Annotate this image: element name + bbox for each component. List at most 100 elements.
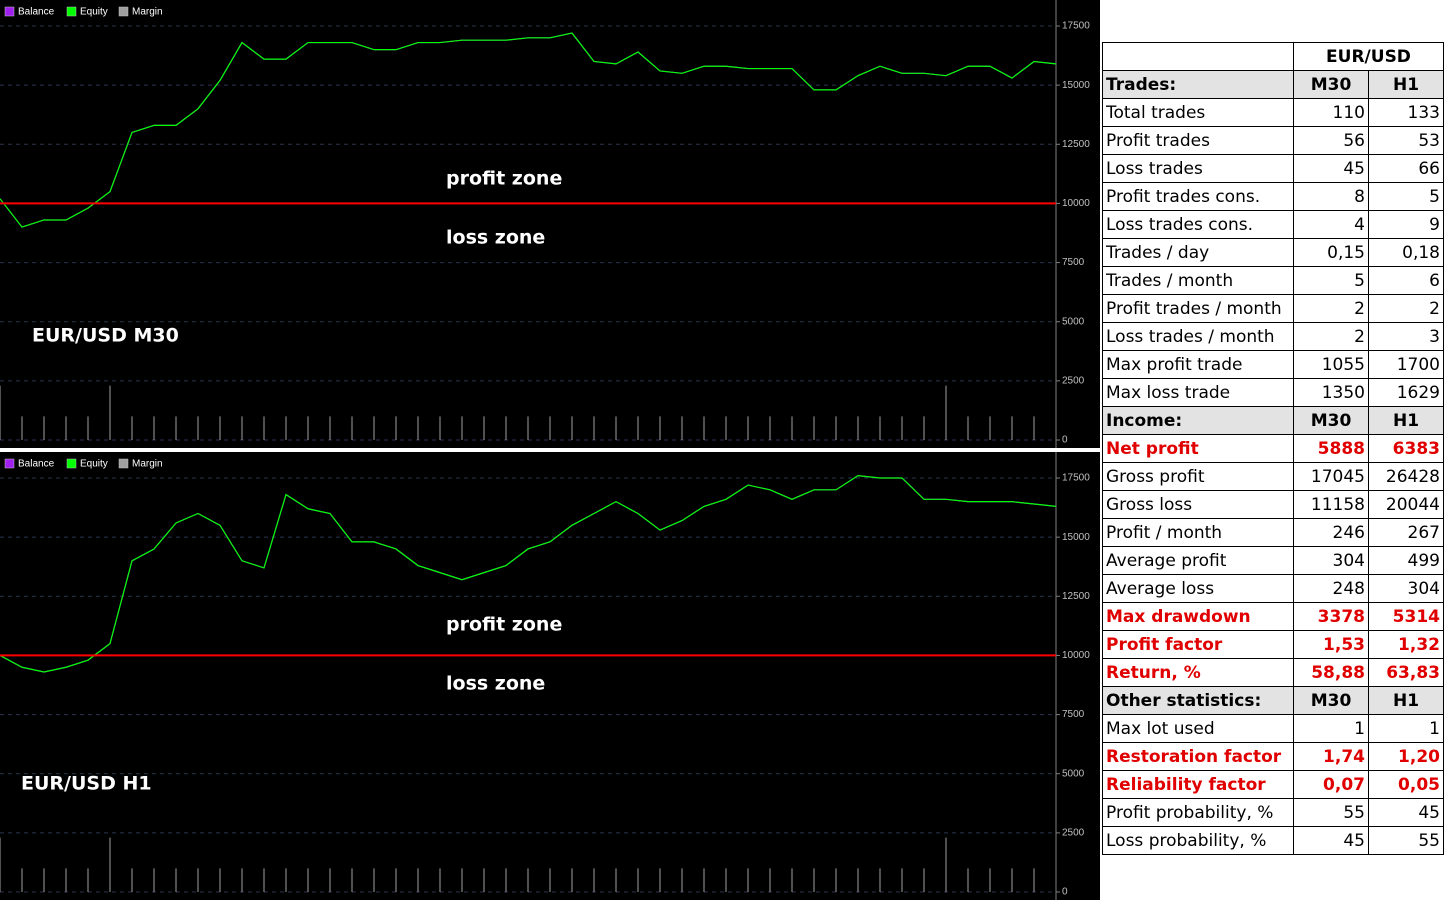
table-cell: 17045	[1293, 462, 1369, 491]
table-row: Profit probability, % 55 45	[1102, 798, 1444, 827]
table-cell: 110	[1293, 98, 1369, 127]
table-row: Reliability factor 0,07 0,05	[1102, 770, 1444, 799]
annotation: EUR/USD M30	[32, 325, 179, 347]
table-cell: 4	[1293, 210, 1369, 239]
table-cell: Total trades	[1102, 98, 1294, 127]
table-cell: 133	[1368, 98, 1444, 127]
table-cell: 45	[1368, 798, 1444, 827]
table-row: Max drawdown 3378 5314	[1102, 602, 1444, 631]
table-row: Gross profit 17045 26428	[1102, 462, 1444, 491]
table-cell: 55	[1368, 826, 1444, 855]
table-cell: Loss probability, %	[1102, 826, 1294, 855]
table-cell: 5	[1368, 182, 1444, 211]
table-cell: H1	[1368, 70, 1444, 99]
table-row: Income: M30 H1	[1102, 406, 1444, 435]
table-cell	[1102, 42, 1294, 71]
legend-swatch	[118, 458, 129, 469]
table-cell: 1350	[1293, 378, 1369, 407]
table-row: Profit trades cons. 8 5	[1102, 182, 1444, 211]
table-row: Total trades 110 133	[1102, 98, 1444, 127]
annotation: loss zone	[446, 227, 545, 249]
y-tick-label: 2500	[1062, 827, 1085, 838]
table-cell: Profit factor	[1102, 630, 1294, 659]
table-cell: 58,88	[1293, 658, 1369, 687]
y-tick-label: 5000	[1062, 768, 1085, 779]
table-cell: Profit / month	[1102, 518, 1294, 547]
table-cell: 1,20	[1368, 742, 1444, 771]
table-row: Loss trades / month 2 3	[1102, 322, 1444, 351]
table-row: Loss probability, % 45 55	[1102, 826, 1444, 855]
table-cell: 2	[1293, 322, 1369, 351]
legend-swatch	[4, 458, 15, 469]
table-cell: 3	[1368, 322, 1444, 351]
table-cell: 56	[1293, 126, 1369, 155]
table-row: Other statistics: M30 H1	[1102, 686, 1444, 715]
y-tick-label: 10000	[1062, 650, 1090, 661]
charts: 0 2500 5000 7500 10000 12500 15000 17500 Balance…	[0, 0, 1100, 900]
table-cell: M30	[1293, 406, 1369, 435]
equity-line	[0, 475, 1057, 673]
legend-swatch	[66, 6, 77, 17]
table-cell: Max profit trade	[1102, 350, 1294, 379]
y-tick-label: 12500	[1062, 591, 1090, 602]
legend-label: Margin	[132, 7, 163, 18]
table-cell: 11158	[1293, 490, 1369, 519]
table-cell: 20044	[1368, 490, 1444, 519]
plot-background	[0, 452, 1100, 900]
legend-label: Equity	[80, 7, 108, 18]
table-cell: Profit trades cons.	[1102, 182, 1294, 211]
legend-swatch	[4, 6, 15, 17]
table-cell: Profit probability, %	[1102, 798, 1294, 827]
table-cell: 2	[1368, 294, 1444, 323]
equity-line	[0, 32, 1057, 228]
table-cell: 1,74	[1293, 742, 1369, 771]
table-cell: 26428	[1368, 462, 1444, 491]
table-cell: 63,83	[1368, 658, 1444, 687]
legend-label: Balance	[18, 459, 55, 470]
y-tick-label: 7500	[1062, 257, 1085, 268]
table-cell: 248	[1293, 574, 1369, 603]
table-cell: 66	[1368, 154, 1444, 183]
table-cell: 0,05	[1368, 770, 1444, 799]
table-cell: M30	[1293, 686, 1369, 715]
table-cell: 6383	[1368, 434, 1444, 463]
table-cell: H1	[1368, 686, 1444, 715]
legend-label: Margin	[132, 459, 163, 470]
table-cell: 304	[1368, 574, 1444, 603]
y-tick-label: 5000	[1062, 316, 1085, 327]
table-row: Gross loss 11158 20044	[1102, 490, 1444, 519]
table-cell: 1	[1293, 714, 1369, 743]
table-row: Average profit 304 499	[1102, 546, 1444, 575]
table-cell: 1	[1368, 714, 1444, 743]
annotation: profit zone	[446, 168, 562, 190]
legend-label: Equity	[80, 459, 108, 470]
table-cell: 1055	[1293, 350, 1369, 379]
table-cell: 55	[1293, 798, 1369, 827]
table-cell: 267	[1368, 518, 1444, 547]
table-cell: Average loss	[1102, 574, 1294, 603]
annotation: EUR/USD H1	[21, 773, 152, 795]
table-cell: 1700	[1368, 350, 1444, 379]
table-row: Average loss 248 304	[1102, 574, 1444, 603]
table-cell: Restoration factor	[1102, 742, 1294, 771]
y-tick-label: 10000	[1062, 198, 1090, 209]
table-cell: Max loss trade	[1102, 378, 1294, 407]
table-cell: 6	[1368, 266, 1444, 295]
table-cell: H1	[1368, 406, 1444, 435]
chart-panel: 0 2500 5000 7500 10000 12500 15000 17500 Balance…	[0, 452, 1100, 900]
table-row: Restoration factor 1,74 1,20	[1102, 742, 1444, 771]
table-cell: 304	[1293, 546, 1369, 575]
table-cell: 5	[1293, 266, 1369, 295]
chart-panel: 0 2500 5000 7500 10000 12500 15000 17500 Balance…	[0, 0, 1100, 448]
table-row: Trades: M30 H1	[1102, 70, 1444, 99]
table-cell: 246	[1293, 518, 1369, 547]
legend-label: Balance	[18, 7, 55, 18]
table-cell: Average profit	[1102, 546, 1294, 575]
table-cell: 5888	[1293, 434, 1369, 463]
y-tick-label: 0	[1062, 435, 1068, 446]
table-row: Trades / month 5 6	[1102, 266, 1444, 295]
y-tick-label: 15000	[1062, 80, 1090, 91]
table-cell: 1,53	[1293, 630, 1369, 659]
table-row: Return, % 58,88 63,83	[1102, 658, 1444, 687]
